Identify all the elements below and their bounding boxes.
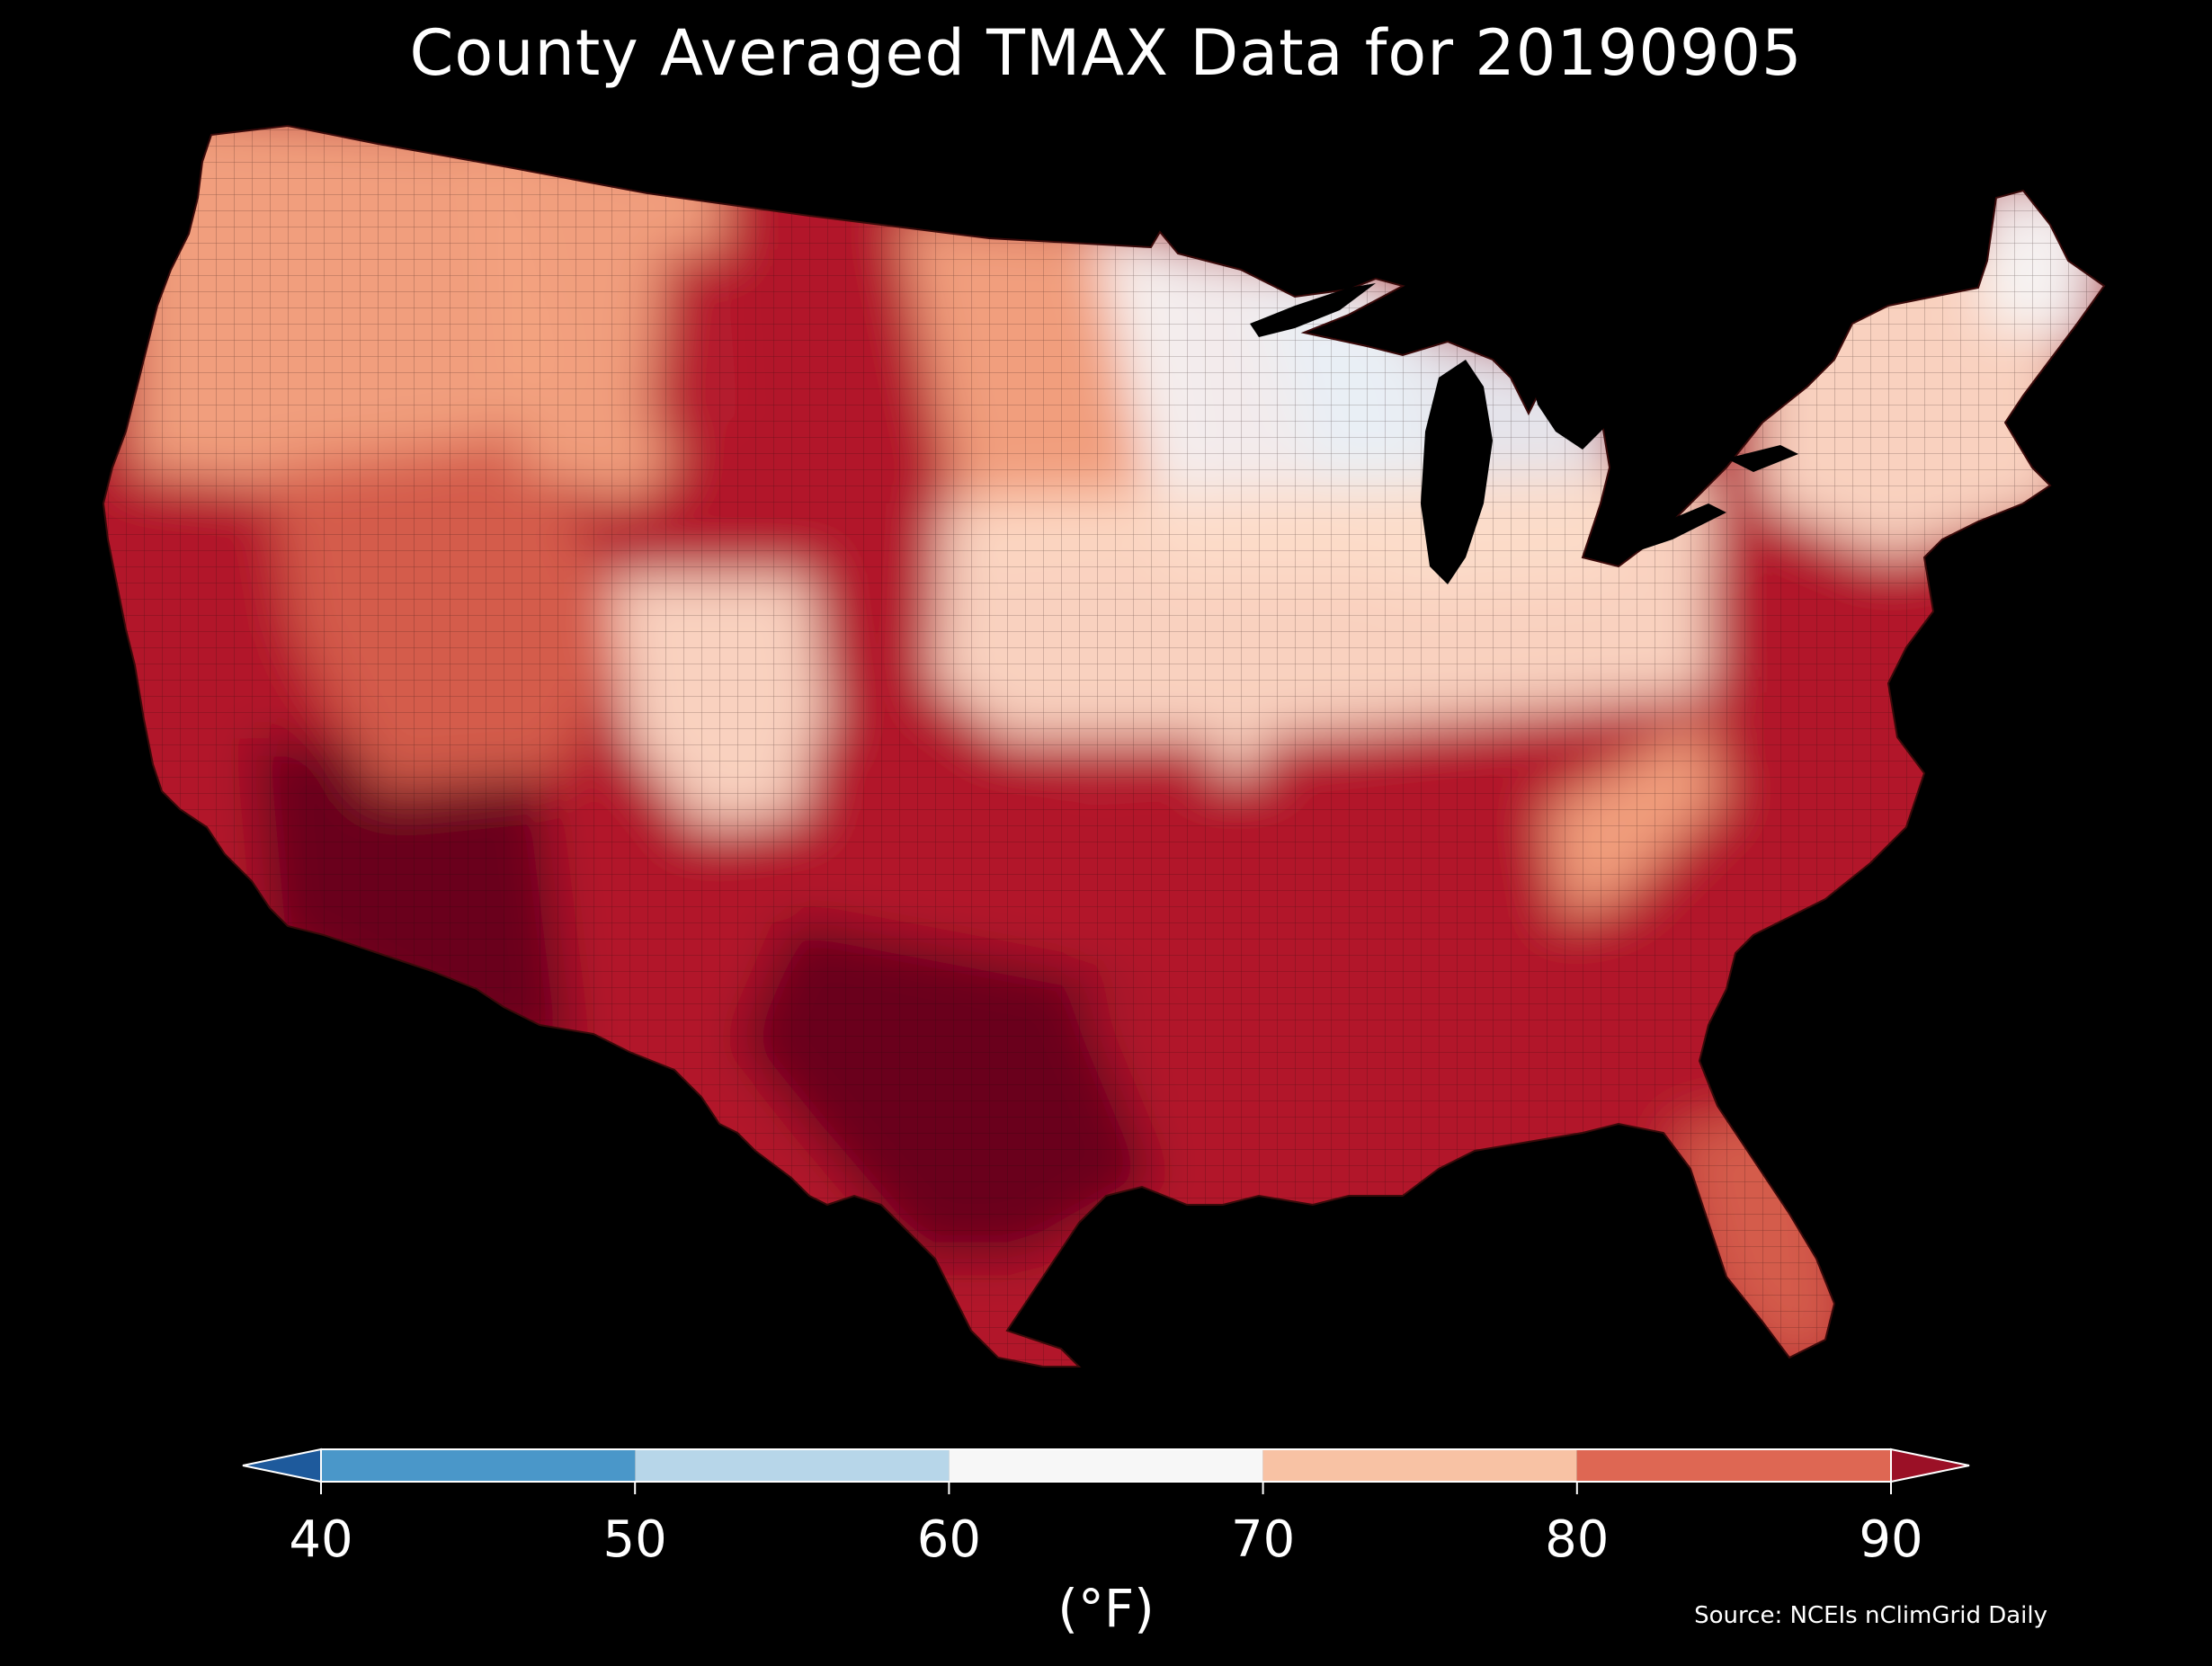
colorbar-tick-label-80: 80 [1545, 1510, 1610, 1569]
colorbar-bin-70-80 [1262, 1449, 1577, 1482]
lake-superior [1250, 283, 1376, 337]
colorbar-tick-label-60: 60 [916, 1510, 982, 1569]
colorbar-tick-label-90: 90 [1859, 1510, 1923, 1569]
colorbar-unit-label: (°F) [1057, 1578, 1155, 1639]
lake-ontario [1726, 445, 1798, 472]
colorbar-ticks [320, 1482, 1892, 1494]
lake-michigan [1421, 360, 1493, 584]
colorbar-over-arrow [1890, 1448, 1970, 1483]
colorbar-bin-80-90 [1576, 1449, 1891, 1482]
source-credit: Source: NCEIs nClimGrid Daily [1694, 1602, 2047, 1629]
lake-huron [1529, 360, 1610, 450]
colorbar-bin-40-50 [321, 1449, 636, 1482]
lake-erie [1601, 503, 1726, 557]
colorbar-tick-label-40: 40 [289, 1510, 353, 1569]
colorbar-tick-label-50: 50 [602, 1510, 667, 1569]
colorbar-under-arrow [242, 1448, 322, 1483]
us-outline [102, 124, 2106, 1368]
colorbar-bin-50-60 [635, 1449, 950, 1482]
colorbar-bin-60-70 [949, 1449, 1263, 1482]
colorbar-tick-label-70: 70 [1230, 1510, 1296, 1569]
map-title: County Averaged TMAX Data for 20190905 [409, 16, 1803, 90]
colorbar-frame [320, 1448, 1892, 1483]
colorbar-bins [321, 1449, 1891, 1482]
great-lakes-water [1250, 283, 1798, 584]
